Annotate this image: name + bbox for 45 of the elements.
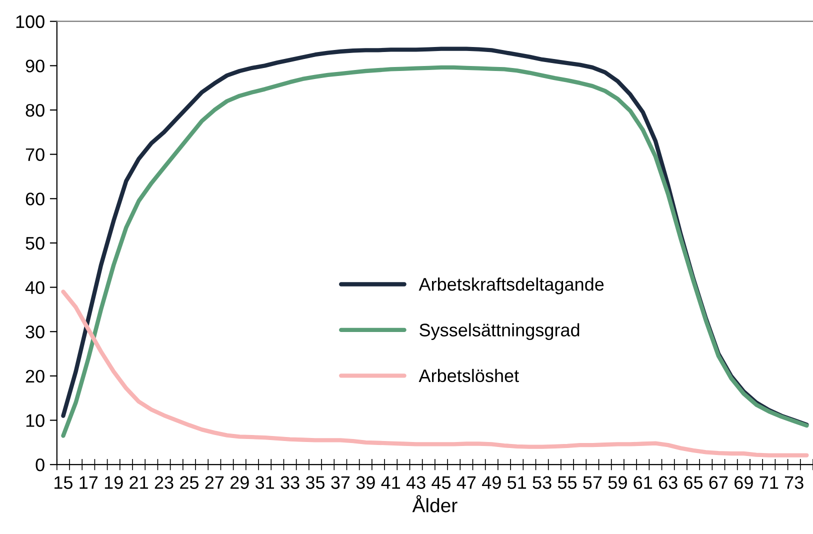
y-tick-label: 90 [26,60,44,72]
x-tick-label: 37 [331,476,350,489]
y-tick-label: 70 [26,148,44,162]
x-tick-label: 31 [255,476,274,489]
legend-label: Arbetslöshet [418,368,519,382]
x-tick-label: 65 [684,476,703,489]
y-tick-label: 20 [26,370,44,383]
x-tick-label: 27 [205,476,224,489]
x-tick-label: 51 [508,476,526,489]
x-tick-label: 17 [80,476,98,489]
x-tick-label: 45 [432,476,451,489]
x-tick-label: 61 [634,476,652,489]
y-tick-label: 30 [26,326,44,338]
x-tick-label: 15 [54,476,72,489]
x-tick-label: 63 [658,476,678,489]
x-tick-label: 59 [608,476,627,489]
legend-label: Sysselsättningsgrad [420,323,580,340]
legend-label: Arbetskraftsdeltagande [418,277,604,294]
y-tick-label: 10 [26,414,44,427]
x-tick-label: 43 [406,476,426,489]
x-tick-label: 29 [230,476,249,489]
x-tick-label: 73 [784,476,804,489]
x-tick-label: 55 [558,476,577,489]
x-tick-label: 19 [104,476,123,489]
x-tick-label: 41 [381,476,400,489]
x-tick-label: 47 [456,476,476,489]
x-tick-label: 67 [709,476,728,489]
x-tick-label: 35 [306,476,325,489]
x-tick-label: 49 [482,476,501,489]
x-tick-label: 25 [180,476,199,489]
y-tick-label: 50 [26,236,44,250]
y-tick-label: 80 [26,104,44,117]
x-tick-label: 53 [532,476,552,489]
x-tick-label: 33 [280,476,300,489]
x-tick-label: 39 [356,476,375,489]
y-tick-label: 100 [16,15,44,28]
x-axis-title: Ålder [412,495,458,512]
x-tick-label: 71 [760,476,778,489]
y-tick-label: 60 [26,192,44,206]
x-tick-label: 23 [154,476,174,489]
x-tick-label: 21 [130,476,148,489]
x-tick-label: 57 [583,476,602,489]
y-tick-label: 0 [36,458,44,472]
y-tick-label: 40 [25,281,44,294]
x-tick-label: 69 [734,476,753,489]
